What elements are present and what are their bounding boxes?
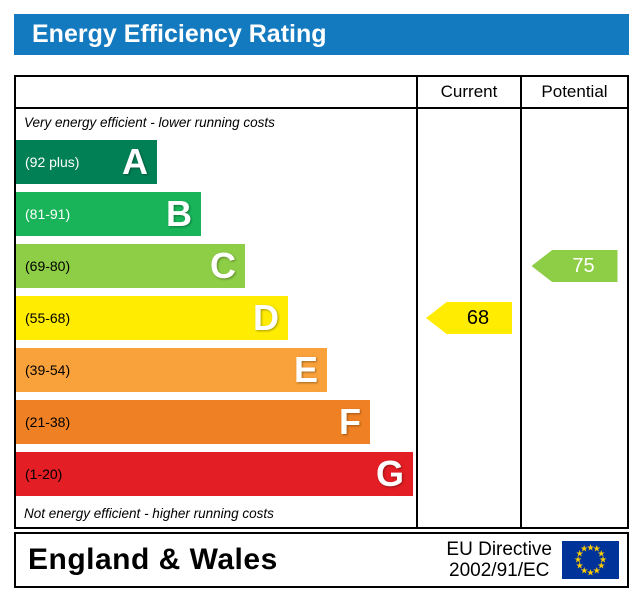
note-bottom: Not energy efficient - higher running co… [24, 506, 274, 521]
band-row-a: (92 plus) A [16, 136, 416, 188]
page-title: Energy Efficiency Rating [32, 20, 327, 48]
directive-text: EU Directive 2002/91/EC [446, 539, 552, 582]
band-range: (55-68) [25, 310, 71, 326]
band-range: (21-38) [25, 414, 71, 430]
eu-star-icon: ★ [573, 554, 583, 565]
eu-star-icon: ★ [592, 543, 601, 554]
eu-star-icon: ★ [580, 565, 589, 576]
band-bar: (21-38) F [16, 400, 370, 444]
eu-star-icon: ★ [575, 548, 584, 559]
band-letter: A [122, 141, 148, 182]
eu-star-icon: ★ [592, 565, 601, 576]
band-range: (81-91) [25, 206, 71, 222]
directive-block: EU Directive 2002/91/EC ★ ★ ★ ★ ★ ★ ★ ★ ★ ★ ★ ★ [446, 539, 627, 582]
potential-rating-arrow: 75 [531, 250, 618, 282]
band-bar: (1-20) G [16, 452, 413, 496]
band-row-b: (81-91) B [16, 188, 416, 240]
band-row-d: (55-68) D [16, 292, 416, 344]
eu-flag-icon: ★ ★ ★ ★ ★ ★ ★ ★ ★ ★ ★ ★ [562, 541, 619, 579]
column-header-potential: Potential [520, 77, 627, 107]
band-row-e: (39-54) E [16, 344, 416, 396]
band-bar: (92 plus) A [16, 140, 157, 184]
band-bar: (81-91) B [16, 192, 201, 236]
band-range: (92 plus) [25, 154, 80, 170]
band-row-f: (21-38) F [16, 396, 416, 448]
note-top: Very energy efficient - lower running co… [24, 115, 275, 130]
current-column: 68 [416, 109, 520, 527]
eu-star-icon: ★ [586, 567, 595, 577]
eu-star-icon: ★ [575, 560, 584, 571]
band-range: (39-54) [25, 362, 71, 378]
table-body: Very energy efficient - lower running co… [16, 109, 627, 527]
eu-star-icon: ★ [580, 543, 589, 554]
directive-line1: EU Directive [446, 538, 552, 560]
band-letter: E [293, 349, 318, 390]
eu-star-icon: ★ [586, 542, 595, 552]
column-header-current: Current [416, 77, 520, 107]
band-range: (69-80) [25, 258, 71, 274]
region-label: England & Wales [28, 543, 278, 576]
band-letter: B [166, 193, 192, 234]
eu-star-icon: ★ [597, 560, 606, 571]
table-header: Current Potential [16, 77, 627, 109]
title-bar: Energy Efficiency Rating [14, 14, 629, 55]
eu-star-icon: ★ [598, 554, 608, 565]
band-letter: G [375, 453, 404, 494]
bands-list: (92 plus) A (81-91) B (69-80) C (55-68) … [16, 136, 416, 500]
rating-chart: Current Potential Very energy efficient … [14, 75, 629, 529]
footer-bar: England & Wales EU Directive 2002/91/EC … [14, 532, 629, 588]
band-letter: C [210, 245, 236, 286]
potential-column: 75 [520, 109, 627, 527]
eu-star-icon: ★ [597, 548, 606, 559]
header-spacer [16, 77, 416, 107]
band-row-g: (1-20) G [16, 448, 416, 500]
band-bar: (39-54) E [16, 348, 327, 392]
band-bar: (55-68) D [16, 296, 288, 340]
band-letter: D [253, 297, 279, 338]
directive-line2: 2002/91/EC [449, 560, 550, 581]
band-bar: (69-80) C [16, 244, 245, 288]
band-row-c: (69-80) C [16, 240, 416, 292]
current-rating-arrow: 68 [426, 302, 512, 334]
band-letter: F [339, 401, 361, 442]
band-range: (1-20) [25, 466, 63, 482]
bands-column: Very energy efficient - lower running co… [16, 109, 416, 527]
